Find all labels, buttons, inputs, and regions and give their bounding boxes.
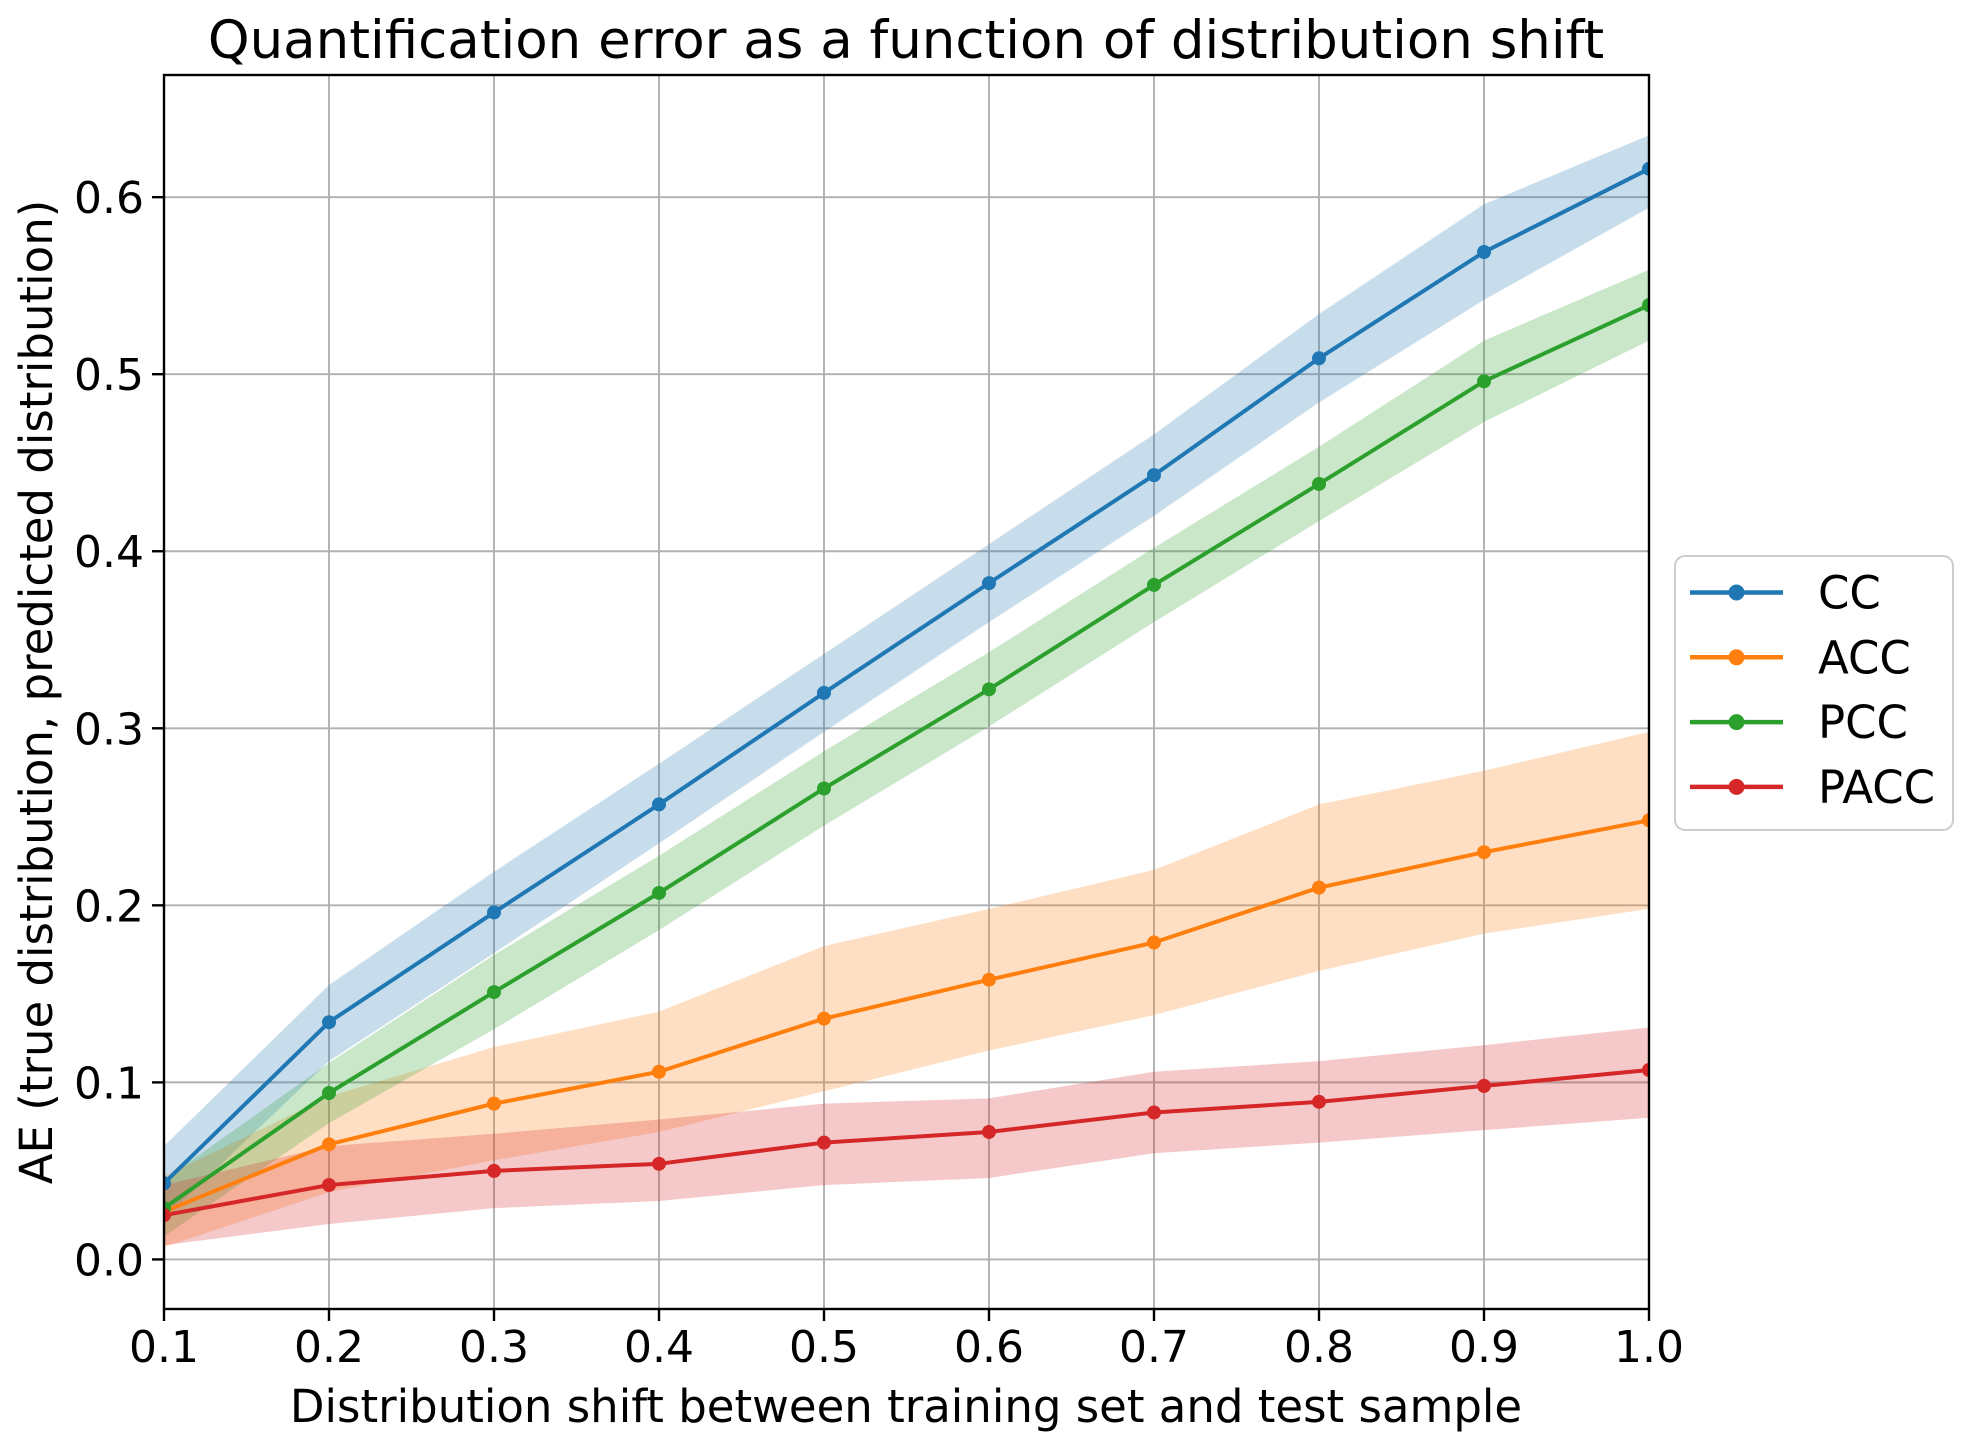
point-ACC [487, 1096, 501, 1111]
point-ACC [817, 1011, 831, 1026]
x-tick-label: 0.7 [1119, 1322, 1189, 1373]
point-PCC [652, 885, 666, 900]
legend-marker-PACC [1728, 778, 1745, 795]
x-tick-label: 0.5 [789, 1322, 859, 1373]
series-lines [164, 166, 1649, 1218]
x-tick-label: 0.9 [1449, 1322, 1519, 1373]
legend-label-PCC: PCC [1818, 696, 1908, 749]
legend-box [1674, 555, 1954, 831]
y-tick-label: 0.2 [74, 881, 144, 932]
point-PACC [982, 1124, 996, 1139]
x-tick-label: 0.4 [624, 1322, 694, 1373]
point-PACC [817, 1135, 831, 1150]
point-PACC [1477, 1078, 1491, 1093]
y-axis-label: AE (true distribution, predicted distrib… [10, 200, 63, 1185]
x-tick-label: 0.2 [294, 1322, 364, 1373]
line-PACC [164, 1067, 1649, 1218]
line-ACC [164, 818, 1649, 1214]
point-PCC [982, 682, 996, 697]
x-axis-ticks: 0.1 0.2 0.3 0.4 0.5 0.6 0.7 0.8 0.9 1.0 [129, 1309, 1684, 1373]
point-ACC [1477, 845, 1491, 860]
point-ACC [1147, 935, 1161, 950]
point-PCC [1147, 577, 1161, 592]
y-tick-label: 0.0 [74, 1235, 144, 1286]
point-PCC [1642, 298, 1649, 313]
point-CC [164, 1176, 171, 1191]
point-PACC [1642, 1062, 1649, 1077]
y-tick-label: 0.4 [74, 527, 144, 578]
point-CC [652, 797, 666, 812]
legend-marker-PCC [1728, 714, 1745, 731]
y-tick-label: 0.3 [74, 704, 144, 755]
point-PACC [1312, 1094, 1326, 1109]
point-CC [1312, 351, 1326, 366]
point-CC [487, 905, 501, 920]
y-tick-label: 0.6 [74, 173, 144, 224]
confidence-bands [164, 135, 1649, 1248]
point-PCC [817, 781, 831, 796]
point-ACC [1312, 880, 1326, 895]
legend-label-ACC: ACC [1818, 631, 1911, 684]
band-ACC [164, 731, 1649, 1248]
point-CC [1642, 161, 1649, 176]
point-ACC [982, 972, 996, 987]
point-PACC [322, 1178, 336, 1193]
band-CC [164, 135, 1649, 1219]
line-PCC [164, 303, 1649, 1211]
y-axis-ticks: 0.0 0.1 0.2 0.3 0.4 0.5 0.6 [74, 173, 164, 1286]
x-axis-label: Distribution shift between training set … [290, 1380, 1522, 1433]
x-tick-label: 0.8 [1284, 1322, 1354, 1373]
point-ACC [1642, 813, 1649, 828]
point-CC [817, 685, 831, 700]
line-CC [164, 166, 1649, 1186]
legend: CC ACC PCC PACC [1674, 555, 1954, 831]
point-CC [1477, 245, 1491, 260]
x-tick-label: 0.6 [954, 1322, 1024, 1373]
y-tick-label: 0.1 [74, 1058, 144, 1109]
point-PACC [1147, 1105, 1161, 1120]
x-tick-label: 0.3 [459, 1322, 529, 1373]
point-CC [982, 576, 996, 591]
point-PACC [487, 1163, 501, 1178]
point-PCC [322, 1086, 336, 1101]
x-tick-label: 1.0 [1614, 1322, 1684, 1373]
point-CC [1147, 468, 1161, 483]
point-PCC [1477, 374, 1491, 389]
legend-marker-ACC [1728, 649, 1745, 666]
point-ACC [652, 1064, 666, 1079]
legend-label-PACC: PACC [1818, 761, 1935, 814]
point-PCC [487, 985, 501, 1000]
point-ACC [322, 1137, 336, 1152]
point-PCC [1312, 476, 1326, 491]
point-CC [322, 1015, 336, 1030]
series-markers [164, 161, 1649, 1223]
y-tick-label: 0.5 [74, 350, 144, 401]
point-PACC [652, 1156, 666, 1171]
point-PACC [164, 1208, 171, 1223]
legend-marker-CC [1728, 584, 1745, 601]
x-tick-label: 0.1 [129, 1322, 199, 1373]
chart-title: Quantification error as a function of di… [208, 10, 1604, 71]
plot-border [162, 73, 1651, 1311]
legend-label-CC: CC [1818, 567, 1881, 620]
